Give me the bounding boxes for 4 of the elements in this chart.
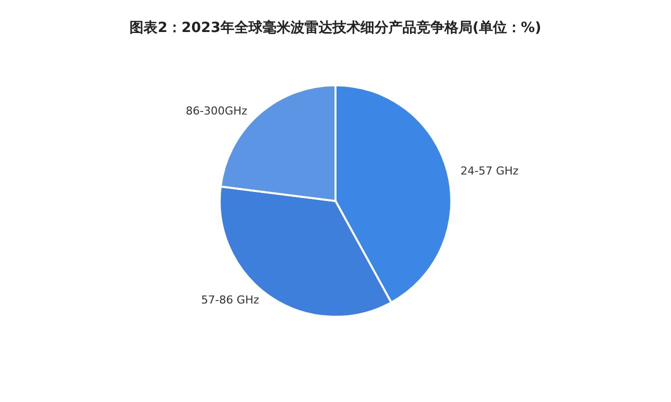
slice-label: 57-86 GHz (201, 294, 260, 307)
slice-label: 86-300GHz (186, 104, 248, 118)
slice-label: 24-57 GHz (460, 164, 519, 178)
chart-title: 图表2：2023年全球毫米波雷达技术细分产品竞争格局(单位：%) (130, 19, 542, 36)
